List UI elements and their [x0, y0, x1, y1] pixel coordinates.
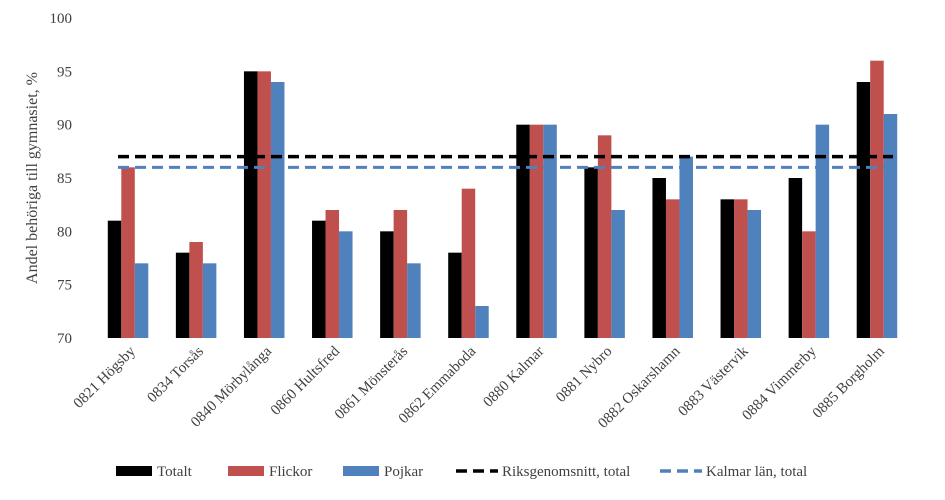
bar-totalt-1: [175, 252, 190, 338]
legend-label: Totalt: [157, 464, 193, 480]
category-label: 0834 Torsås: [144, 343, 207, 406]
y-tick-label: 100: [50, 11, 73, 27]
legend-label: Flickor: [269, 464, 312, 480]
bar-totalt-10: [788, 178, 803, 338]
bar-pojkar-4: [407, 263, 421, 338]
y-axis-ticks: 70 75 80 85 90 95 100: [50, 11, 73, 347]
bar-totalt-9: [720, 199, 735, 338]
bar-totalt-6: [516, 124, 530, 339]
bar-totalt-11: [856, 82, 871, 338]
legend-label: Riksgenomsnitt, total: [502, 464, 630, 480]
bar-totalt-8: [652, 178, 666, 338]
bar-flickor-8: [665, 199, 680, 338]
bar-pojkar-6: [543, 124, 557, 339]
bar-pojkar-0: [134, 263, 149, 338]
bar-pojkar-3: [339, 231, 353, 338]
bars: [107, 60, 898, 339]
y-axis-title: Andel behöriga till gymnasiet, %: [24, 72, 41, 284]
legend: Totalt Flickor Pojkar Riksgenomsnitt, total…: [116, 464, 807, 480]
bar-pojkar-9: [747, 210, 762, 338]
bar-flickor-0: [121, 167, 135, 338]
reference-lines: [118, 154, 893, 169]
bar-totalt-5: [448, 252, 462, 338]
y-tick-label: 80: [57, 224, 72, 240]
category-label: 0860 Hultsfred: [268, 343, 344, 419]
category-label: 0881 Nybro: [553, 344, 615, 406]
bar-pojkar-11: [883, 114, 898, 338]
legend-label: Kalmar län, total: [706, 464, 807, 480]
bar-pojkar-2: [270, 82, 285, 338]
bar-flickor-7: [597, 135, 612, 338]
bar-flickor-10: [802, 231, 816, 338]
bar-flickor-1: [189, 242, 203, 338]
bar-pojkar-5: [475, 306, 489, 338]
bar-flickor-5: [461, 188, 476, 338]
category-label: 0884 Vimmerby: [739, 343, 820, 424]
legend-swatch: [228, 466, 264, 476]
legend-swatch: [343, 466, 379, 476]
bar-flickor-11: [870, 60, 884, 339]
bar-flickor-9: [734, 199, 748, 338]
legend-label: Pojkar: [384, 464, 423, 480]
y-tick-label: 90: [57, 118, 72, 134]
bar-flickor-2: [257, 71, 271, 338]
bar-totalt-2: [243, 71, 258, 338]
bar-totalt-0: [107, 220, 122, 338]
category-label: 0880 Kalmar: [480, 344, 547, 411]
y-tick-label: 95: [57, 64, 72, 80]
category-label: 0883 Västervik: [675, 343, 752, 420]
y-tick-label: 70: [57, 331, 72, 347]
bar-flickor-3: [325, 210, 340, 338]
bar-totalt-7: [584, 167, 598, 338]
bar-totalt-4: [380, 231, 394, 338]
bar-pojkar-8: [679, 156, 693, 338]
category-label: 0821 Högsby: [71, 343, 140, 412]
y-tick-label: 75: [57, 278, 72, 294]
y-tick-label: 85: [57, 171, 72, 187]
legend-swatch: [116, 466, 152, 476]
bar-pojkar-1: [202, 263, 217, 338]
bar-flickor-6: [529, 124, 544, 339]
category-label: 0885 Borgholm: [810, 343, 888, 421]
bar-totalt-3: [312, 220, 326, 338]
bar-pojkar-10: [815, 124, 830, 339]
bar-pojkar-7: [611, 210, 625, 338]
bar-flickor-4: [393, 210, 408, 338]
